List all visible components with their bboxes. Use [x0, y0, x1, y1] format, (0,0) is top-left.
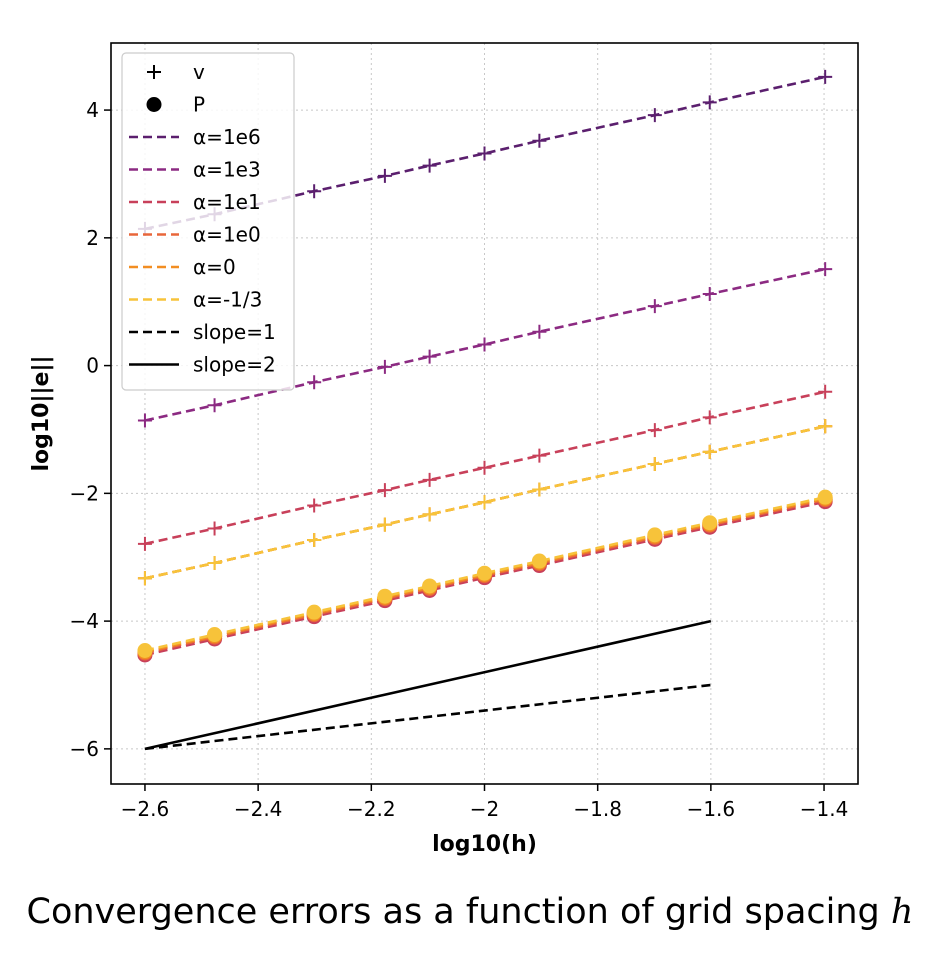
data-point-v: [647, 299, 662, 314]
data-point-P: [207, 627, 223, 643]
data-point-v: [818, 69, 833, 84]
data-point-P: [531, 553, 547, 569]
series-line-v: [144, 390, 826, 546]
series-line-v: [144, 75, 826, 231]
legend-label: slope=1: [193, 320, 276, 344]
series-line-P: [144, 500, 826, 657]
data-point-v: [702, 410, 717, 425]
data-point-P: [422, 578, 438, 594]
data-point-v: [477, 495, 492, 510]
data-point-v: [137, 571, 152, 586]
data-point-P: [377, 588, 393, 604]
x-tick-label: −1.6: [687, 797, 736, 821]
x-tick-label: −2.4: [234, 797, 283, 821]
data-point-v: [647, 456, 662, 471]
data-point-v: [818, 419, 833, 434]
data-point-v: [532, 133, 547, 148]
legend-label: α=1e6: [193, 125, 261, 149]
data-point-v: [532, 324, 547, 339]
x-tick-label: −2.6: [121, 797, 170, 821]
data-point-v: [207, 521, 222, 536]
y-tick-label: 2: [86, 226, 99, 250]
data-point-P: [647, 527, 663, 543]
data-point-v: [477, 146, 492, 161]
y-tick-label: −6: [70, 737, 99, 761]
data-point-v: [422, 349, 437, 364]
data-point-v: [422, 472, 437, 487]
x-tick-label: −2.2: [347, 797, 396, 821]
data-point-v: [702, 287, 717, 302]
data-point-v: [377, 168, 392, 183]
legend-label: α=1e3: [193, 158, 261, 182]
data-point-v: [307, 375, 322, 390]
legend-label: α=1e1: [193, 190, 261, 214]
data-point-v: [307, 184, 322, 199]
legend-label: α=1e0: [193, 223, 261, 247]
legend-label: v: [193, 60, 205, 84]
y-tick-label: −2: [70, 481, 99, 505]
caption-text: Convergence errors as a function of grid…: [26, 892, 880, 932]
data-point-v: [307, 532, 322, 547]
data-point-v: [477, 460, 492, 475]
series-line-v: [144, 425, 826, 580]
data-point-v: [137, 536, 152, 551]
convergence-chart: −2.6 −2.4 −2.2 −2 −1.8 −1.6 −1.4 −6 −4 −2 0 2 4 log10…: [29, 42, 859, 857]
data-point-v: [702, 95, 717, 110]
y-tick-label: 0: [86, 354, 99, 378]
data-point-v: [647, 108, 662, 123]
data-point-P: [702, 515, 718, 531]
data-point-v: [477, 337, 492, 352]
data-point-v: [818, 384, 833, 399]
data-point-v: [307, 498, 322, 513]
y-tick-label: −4: [70, 609, 99, 633]
caption-symbol: h: [890, 892, 914, 932]
legend-label: α=-1/3: [193, 288, 262, 312]
data-point-v: [377, 517, 392, 532]
legend: vPα=1e6 α=1e3 α=1e1 α=1e0 α=0 α=-1/3 slope=1 sl…: [121, 52, 295, 391]
legend-label: P: [193, 93, 205, 117]
series-line-P: [144, 495, 826, 652]
reference-line-slope-2: [144, 619, 712, 751]
legend-marker-P: [146, 97, 162, 112]
data-point-v: [422, 158, 437, 173]
data-point-v: [137, 413, 152, 428]
figure-caption: Convergence errors as a function of grid…: [0, 892, 940, 932]
data-point-v: [422, 507, 437, 522]
data-point-v: [818, 262, 833, 277]
data-point-P: [817, 489, 833, 505]
x-tick-label: −2: [470, 797, 499, 821]
legend-marker-v: [147, 65, 161, 79]
data-point-v: [532, 448, 547, 463]
legend-label: α=0: [193, 255, 236, 279]
data-point-v: [647, 423, 662, 438]
data-point-v: [207, 555, 222, 570]
data-point-v: [207, 398, 222, 413]
data-point-P: [306, 604, 322, 620]
data-point-v: [702, 444, 717, 459]
x-axis-label: log10(h): [432, 832, 537, 857]
data-point-v: [377, 359, 392, 374]
data-point-P: [137, 642, 153, 658]
series-line-v: [144, 267, 826, 422]
data-point-P: [477, 565, 492, 581]
x-tick-label: −1.4: [800, 797, 849, 821]
y-tick-label: 4: [86, 98, 99, 122]
data-point-v: [532, 482, 547, 497]
data-point-v: [377, 483, 392, 498]
y-axis-label: log10||e||: [29, 355, 54, 471]
reference-line-slope-1: [144, 683, 712, 751]
x-tick-label: −1.8: [573, 797, 622, 821]
legend-label: slope=2: [193, 353, 276, 377]
